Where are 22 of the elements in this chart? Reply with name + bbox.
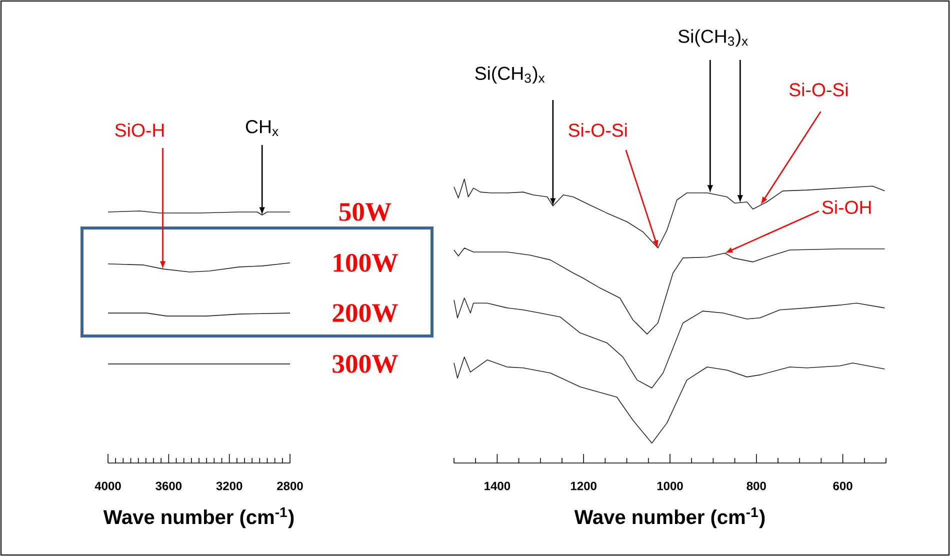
x-tick-label: 1200 xyxy=(571,482,596,490)
series-label: 50W xyxy=(339,202,392,222)
annotation: SiO-H xyxy=(115,123,164,137)
annotation: Si-OH xyxy=(822,200,871,214)
series-label: 300W xyxy=(332,354,398,374)
series-label: 200W xyxy=(332,304,398,322)
x-tick-label: 4000 xyxy=(94,482,121,490)
annotation: Si(CH$_{3}$)$_{x}$ xyxy=(475,66,545,84)
x-axis-title: Wave number (cm$^{-1}$) xyxy=(103,507,294,528)
x-tick-label: 2800 xyxy=(277,482,303,490)
x-axis-title: Wave number (cm$^{-1}$) xyxy=(574,507,765,528)
x-tick-label: 1000 xyxy=(657,482,683,490)
x-tick-label: 800 xyxy=(746,482,766,490)
annotation: Si-O-Si xyxy=(568,123,627,137)
annotation: CH$_{x}$ xyxy=(246,120,278,136)
annotation: Si-O-Si xyxy=(790,82,848,96)
annotation: Si(CH$_{3}$)$_{x}$ xyxy=(678,29,748,47)
series-label: 100W xyxy=(334,254,398,272)
x-tick-label: 600 xyxy=(833,482,852,490)
x-tick-label: 3200 xyxy=(216,482,242,490)
x-tick-label: 1400 xyxy=(484,482,510,490)
x-tick-label: 3600 xyxy=(156,482,182,490)
